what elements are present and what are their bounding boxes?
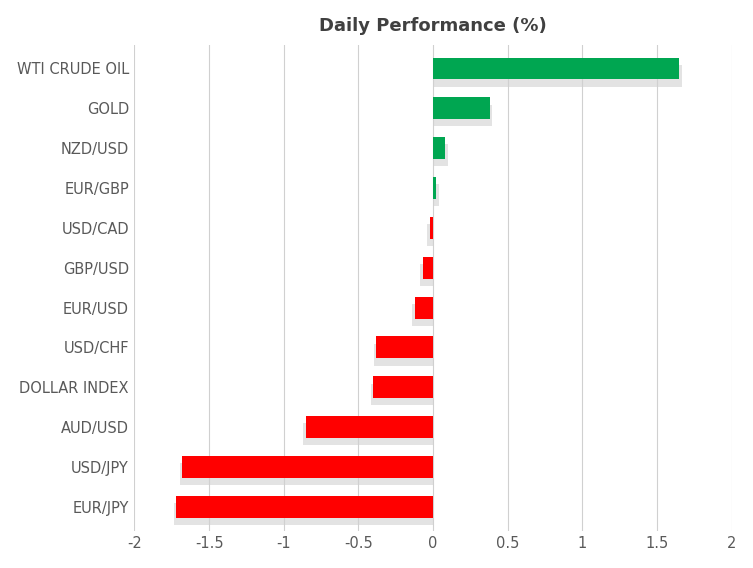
Bar bbox=[373, 344, 433, 366]
Bar bbox=[430, 217, 433, 239]
Bar bbox=[428, 224, 433, 246]
Bar bbox=[413, 304, 433, 325]
Bar bbox=[415, 296, 433, 319]
Bar bbox=[420, 264, 433, 286]
Bar bbox=[182, 456, 433, 478]
Bar bbox=[433, 105, 492, 127]
Bar bbox=[433, 144, 448, 166]
Bar bbox=[373, 377, 433, 398]
Bar bbox=[433, 177, 436, 199]
Bar bbox=[179, 463, 433, 485]
Bar bbox=[174, 503, 433, 525]
Bar bbox=[370, 383, 433, 406]
Bar bbox=[433, 57, 679, 80]
Bar bbox=[306, 416, 433, 438]
Bar bbox=[422, 257, 433, 279]
Bar bbox=[176, 496, 433, 518]
Bar bbox=[376, 336, 433, 358]
Bar bbox=[433, 184, 439, 206]
Bar bbox=[433, 137, 445, 159]
Bar bbox=[433, 65, 682, 86]
Bar bbox=[433, 97, 489, 119]
Bar bbox=[303, 423, 433, 445]
Title: Daily Performance (%): Daily Performance (%) bbox=[319, 16, 547, 35]
